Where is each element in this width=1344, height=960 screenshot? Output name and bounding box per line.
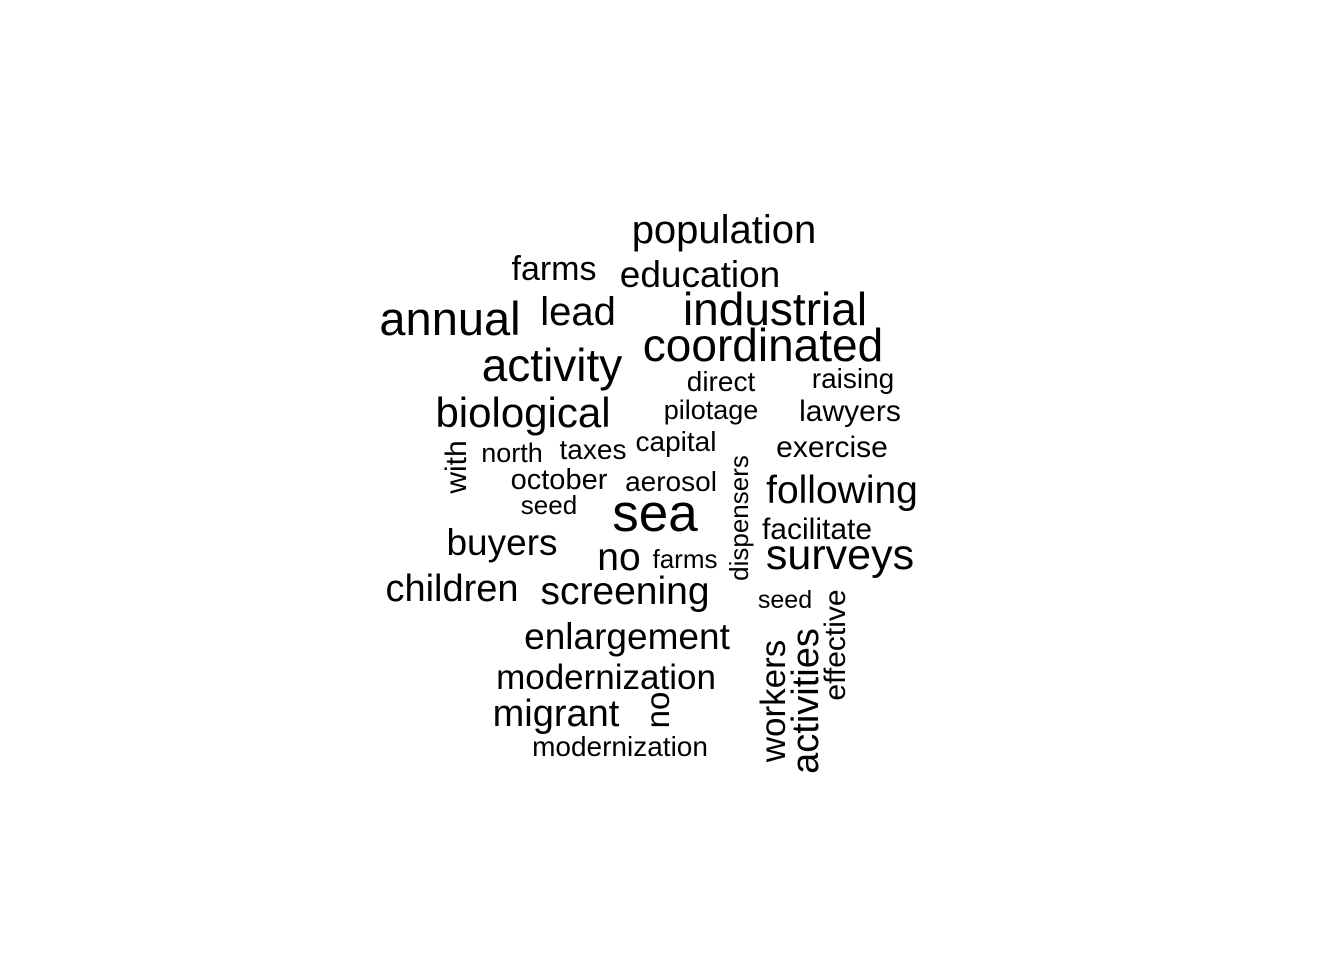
word-modernization-2: modernization <box>532 731 708 762</box>
word-biological: biological <box>435 389 610 436</box>
word-workers: workers <box>754 640 793 764</box>
word-aerosol: aerosol <box>625 466 717 497</box>
word-buyers: buyers <box>446 522 557 563</box>
word-lead: lead <box>540 290 616 334</box>
word-no-vertical: no <box>639 692 676 729</box>
word-annual: annual <box>379 292 520 345</box>
word-coordinated: coordinated <box>643 319 883 371</box>
word-sea: sea <box>612 484 698 543</box>
word-industrial: industrial <box>683 283 867 335</box>
word-no: no <box>597 536 640 579</box>
word-following: following <box>766 469 918 512</box>
word-activity: activity <box>482 339 623 391</box>
word-capital: capital <box>636 426 717 457</box>
word-activities: activities <box>785 628 827 774</box>
word-direct: direct <box>687 366 756 397</box>
word-enlargement: enlargement <box>524 616 730 657</box>
word-seed-2: seed <box>758 586 812 614</box>
word-effective: effective <box>819 589 852 700</box>
word-dispensers: dispensers <box>724 455 754 581</box>
word-north: north <box>481 438 543 468</box>
word-with: with <box>440 440 473 494</box>
word-october: october <box>511 464 608 496</box>
word-exercise: exercise <box>776 431 888 464</box>
word-farms-2: farms <box>653 544 718 574</box>
word-education: education <box>620 254 780 295</box>
word-population: population <box>632 208 817 252</box>
word-modernization: modernization <box>496 658 716 697</box>
word-screening: screening <box>540 570 709 613</box>
word-migrant: migrant <box>493 693 620 735</box>
word-raising: raising <box>812 363 894 394</box>
word-facilitate: facilitate <box>762 513 872 546</box>
word-taxes: taxes <box>560 434 627 465</box>
word-pilotage: pilotage <box>664 395 759 425</box>
word-seed: seed <box>521 490 577 520</box>
word-lawyers: lawyers <box>799 395 901 428</box>
word-farms: farms <box>512 250 597 288</box>
word-children: children <box>385 568 518 610</box>
word-surveys: surveys <box>766 531 914 579</box>
